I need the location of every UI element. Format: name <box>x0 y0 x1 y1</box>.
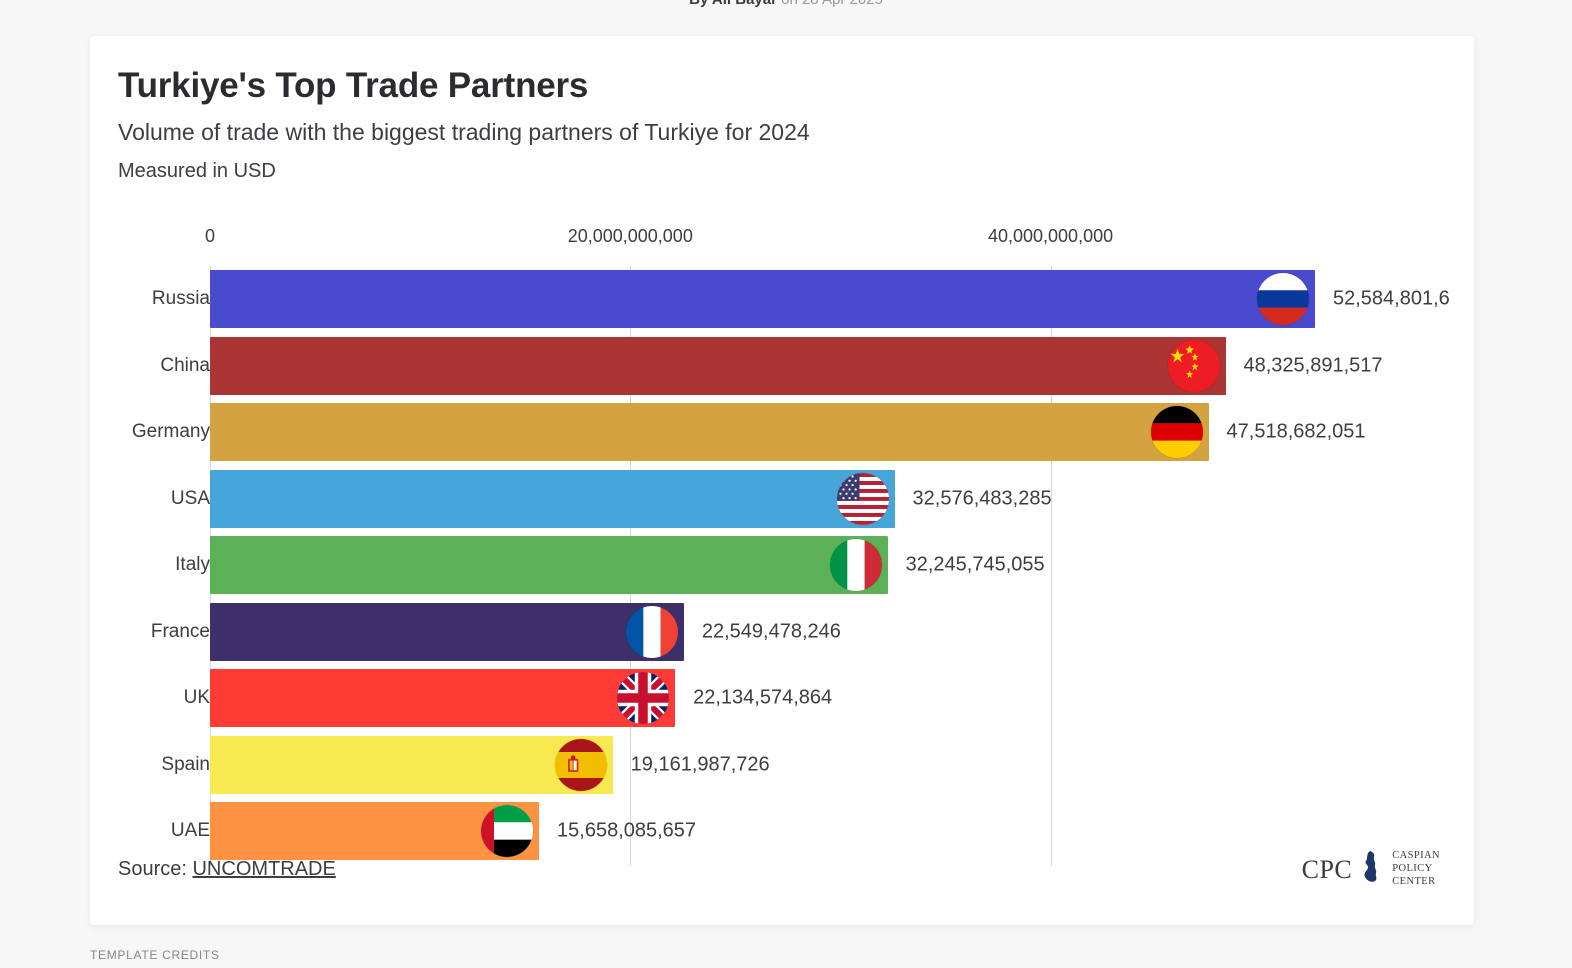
chart-row: Germany 47,518,682,051 <box>90 399 1474 466</box>
y-axis-label-russia: Russia <box>151 288 210 310</box>
y-axis-label-spain: Spain <box>161 753 210 775</box>
x-axis-tick-2: 40,000,000,000 <box>987 226 1114 246</box>
bar-value-spain: 19,161,987,726 <box>630 753 770 776</box>
germany-flag <box>1150 406 1203 459</box>
y-axis-label-china: China <box>160 354 210 376</box>
bar-value-uk: 22,134,574,864 <box>693 686 833 709</box>
bar-value-china: 48,325,891,517 <box>1243 354 1383 377</box>
france-flag <box>625 605 678 658</box>
x-axis-tick-labels: 0 20,000,000,000 40,000,000,000 <box>90 226 1474 258</box>
uae-flag <box>481 805 534 858</box>
chart-header: Turkiye's Top Trade Partners Volume of t… <box>90 36 1474 183</box>
bar-uk[interactable] <box>210 669 676 727</box>
x-axis-tick-1: 20,000,000,000 <box>567 226 693 246</box>
bar-usa[interactable] <box>210 469 895 528</box>
byline: By Ali Bayar on 28 Apr 2025 <box>0 0 1572 8</box>
uk-flag <box>617 672 670 725</box>
chart-row: UK 22,134,574,864 <box>90 665 1474 732</box>
chart-row: UAE 15,658,085,657 <box>90 798 1474 865</box>
chart-footer: Source: UNCOMTRADE CPC CASPIAN POLICY CE… <box>90 830 1474 925</box>
bar-value-usa: 32,576,483,285 <box>912 487 1052 510</box>
caspian-policy-center-logo: CPC CASPIAN POLICY CENTER <box>1302 850 1440 889</box>
caspian-sea-icon <box>1361 850 1383 889</box>
bar-italy[interactable] <box>210 536 888 594</box>
byline-author: By Ali Bayar <box>689 0 777 8</box>
chart-subtitle: Volume of trade with the biggest trading… <box>118 119 810 146</box>
chart-bar-rows: Russia 52,584,801,6 China 48,325,891,517 Ger… <box>90 266 1474 865</box>
x-axis-tick-0: 0 <box>204 226 216 246</box>
logo-line-3: CENTER <box>1392 875 1436 887</box>
y-axis-label-uk: UK <box>183 687 210 709</box>
bar-value-france: 22,549,478,246 <box>701 620 841 643</box>
chart-row: USA 32,576,483,285 <box>90 466 1474 533</box>
logo-monogram: CPC <box>1301 854 1353 884</box>
source-label: Source: <box>118 858 193 880</box>
bar-spain[interactable] <box>210 735 613 794</box>
logo-line-2: POLICY <box>1392 863 1433 875</box>
spain-flag <box>554 738 607 791</box>
chart-row: China 48,325,891,517 <box>90 333 1474 400</box>
bar-france[interactable] <box>210 602 684 661</box>
y-axis-label-uae: UAE <box>170 820 210 842</box>
chart-units: Measured in USD <box>118 159 276 182</box>
source-link[interactable]: UNCOMTRADE <box>192 858 336 880</box>
byline-date: on 28 Apr 2025 <box>781 0 883 8</box>
bar-value-russia: 52,584,801,6 <box>1333 287 1450 310</box>
bar-russia[interactable] <box>210 270 1315 328</box>
china-flag <box>1167 339 1220 392</box>
chart-plot-area: 0 20,000,000,000 40,000,000,000 Russia 52,5… <box>90 226 1474 876</box>
chart-row: France 22,549,478,246 <box>90 599 1474 666</box>
chart-row: Italy 32,245,745,055 <box>90 532 1474 599</box>
y-axis-label-italy: Italy <box>175 554 210 576</box>
template-credits[interactable]: TEMPLATE CREDITS <box>90 948 220 962</box>
page-title: Turkiye's Top Trade Partners <box>118 66 589 105</box>
logo-wordmark: CASPIAN POLICY CENTER <box>1392 850 1440 888</box>
source-note: Source: UNCOMTRADE <box>118 858 336 881</box>
bar-germany[interactable] <box>210 403 1209 461</box>
russia-flag <box>1257 273 1309 326</box>
bar-value-germany: 47,518,682,051 <box>1226 420 1366 443</box>
bar-china[interactable] <box>210 336 1226 395</box>
chart-row: Spain 19,161,987,726 <box>90 732 1474 799</box>
y-axis-label-usa: USA <box>170 487 210 509</box>
y-axis-label-germany: Germany <box>131 421 210 443</box>
chart-row: Russia 52,584,801,6 <box>90 266 1474 333</box>
bar-value-italy: 32,245,745,055 <box>905 553 1045 576</box>
bar-value-uae: 15,658,085,657 <box>557 819 697 842</box>
logo-line-1: CASPIAN <box>1392 850 1440 862</box>
usa-flag <box>836 472 889 525</box>
y-axis-label-france: France <box>150 620 210 642</box>
gridline-2 <box>1050 266 1052 866</box>
italy-flag <box>829 539 882 592</box>
chart-card: Turkiye's Top Trade Partners Volume of t… <box>90 36 1474 925</box>
